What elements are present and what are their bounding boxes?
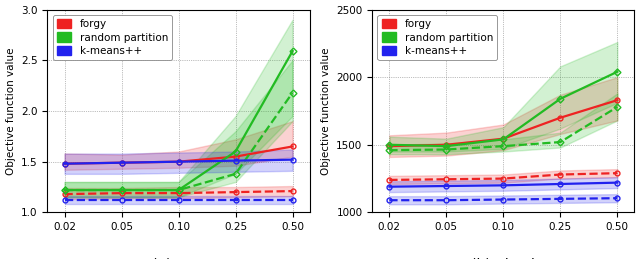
Text: (a) D31: (a) D31 (152, 257, 205, 259)
Legend: forgy, random partition, k-means++: forgy, random partition, k-means++ (52, 15, 172, 60)
Y-axis label: Objective function value: Objective function value (6, 47, 15, 175)
Text: (b) Cloud: (b) Cloud (472, 257, 535, 259)
Y-axis label: Objective function value: Objective function value (321, 47, 331, 175)
Legend: forgy, random partition, k-means++: forgy, random partition, k-means++ (378, 15, 497, 60)
